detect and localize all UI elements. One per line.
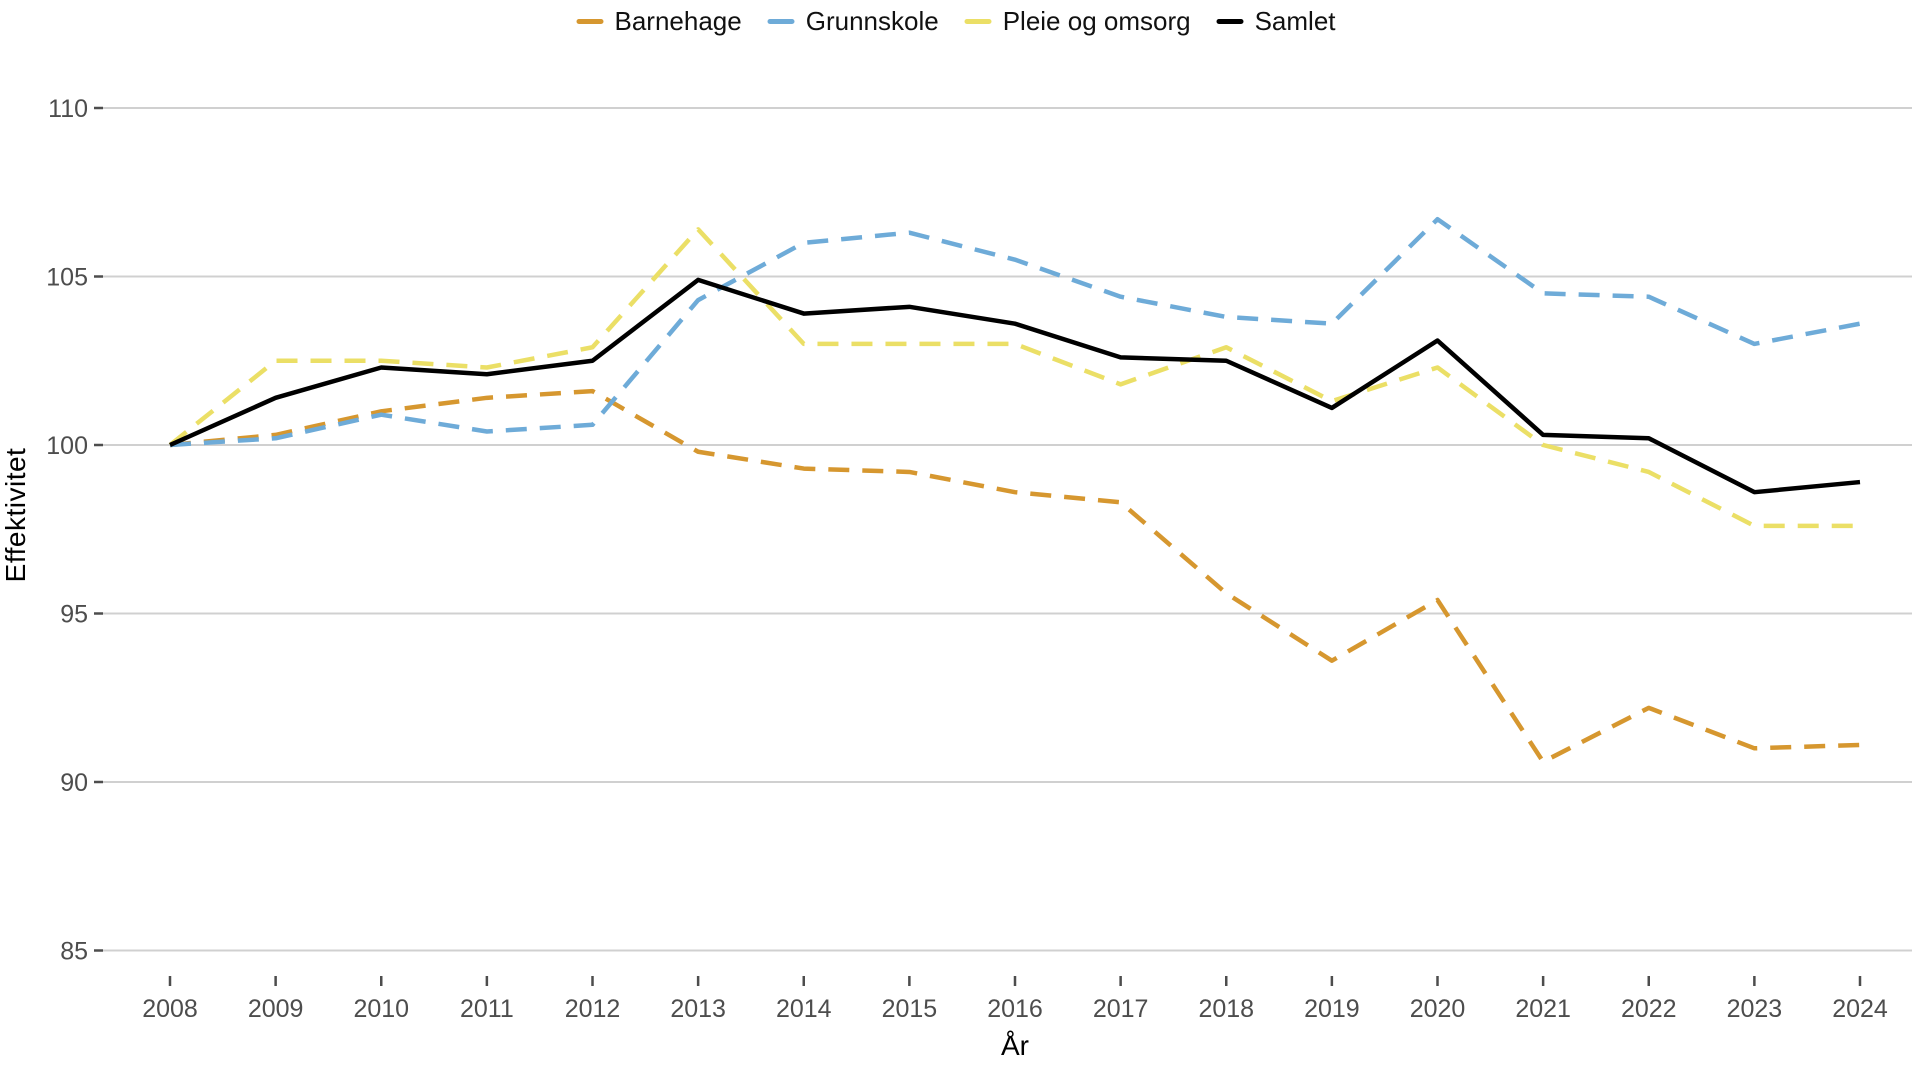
y-tick-label-110: 110 [48,95,88,123]
x-tick-label-2010: 2010 [353,995,409,1023]
legend-item-barnehage: Barnehage [576,6,742,37]
y-tick-label-95: 95 [60,601,88,629]
x-tick-label-2013: 2013 [670,995,726,1023]
x-tick-label-2008: 2008 [142,995,198,1023]
legend-key-icon [1216,19,1244,24]
y-tick-label-100: 100 [46,432,88,460]
x-tick-label-2017: 2017 [1093,995,1149,1023]
legend: Barnehage Grunnskole Pleie og omsorg Samlet [576,6,1336,37]
legend-label: Grunnskole [805,6,939,36]
legend-item-pleie-og-omsorg: Pleie og omsorg [964,6,1191,37]
legend-item-grunnskole: Grunnskole [767,6,939,37]
legend-key-icon [964,19,992,24]
series-line-samlet [169,277,1861,495]
x-tick-label-2022: 2022 [1621,995,1677,1023]
x-tick-label-2015: 2015 [882,995,938,1023]
y-axis-title: Effektivitet [0,447,31,583]
legend-key-icon [576,19,604,24]
y-tick-label-90: 90 [60,769,88,797]
x-tick-label-2016: 2016 [987,995,1043,1023]
legend-key-icon [767,19,795,24]
x-tick-label-2014: 2014 [776,995,832,1023]
series-line-barnehage [169,388,1861,765]
x-tick-label-2024: 2024 [1832,995,1888,1023]
series-line-pleie-og-omsorg [168,227,1860,529]
y-tick-label-85: 85 [60,938,88,966]
y-tick-label-105: 105 [46,264,88,292]
x-tick-label-2011: 2011 [460,995,514,1023]
legend-label: Barnehage [614,6,742,36]
legend-label: Pleie og omsorg [1002,6,1191,36]
x-tick-label-2020: 2020 [1410,995,1466,1023]
series-line-grunnskole [169,216,1861,448]
x-axis-title: År [1001,1030,1029,1061]
x-tick-label-2021: 2021 [1515,995,1571,1023]
x-tick-label-2019: 2019 [1304,995,1360,1023]
legend-label: Samlet [1254,6,1336,36]
x-tick-label-2009: 2009 [248,995,304,1023]
legend-item-samlet: Samlet [1216,6,1336,37]
x-tick-label-2012: 2012 [565,995,621,1023]
x-tick-label-2023: 2023 [1727,995,1783,1023]
x-tick-label-2018: 2018 [1198,995,1254,1023]
